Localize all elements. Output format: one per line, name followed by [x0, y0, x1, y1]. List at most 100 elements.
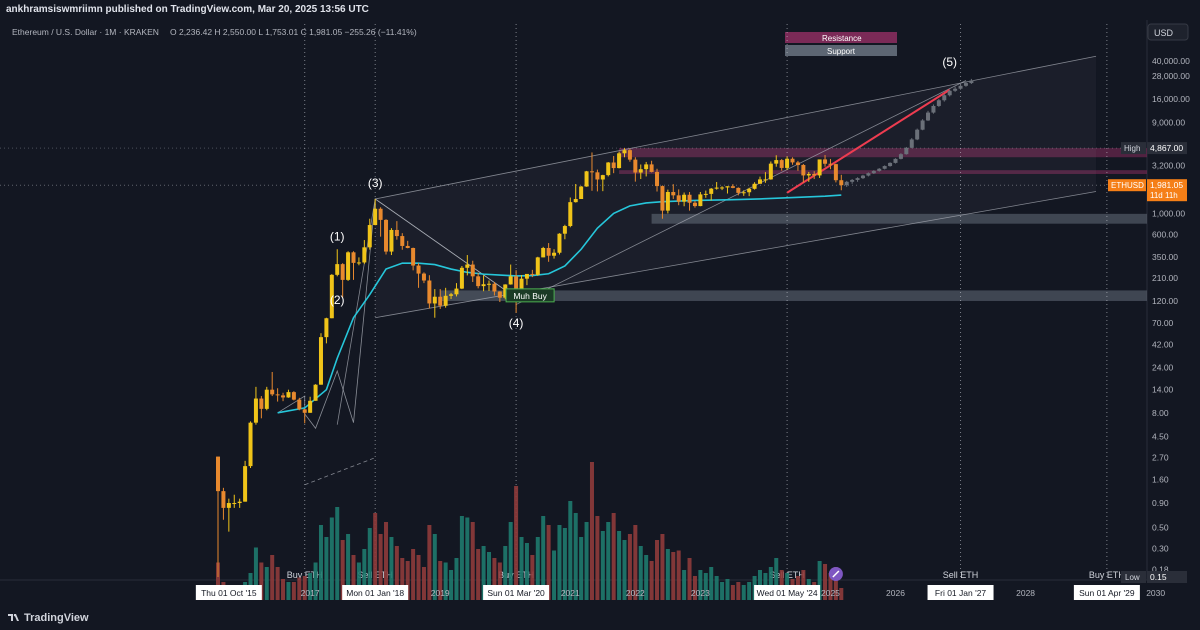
- candle: [692, 201, 697, 208]
- candle: [427, 275, 432, 309]
- projection-candle: [931, 104, 936, 114]
- x-date-label: Mon 01 Jan '18: [346, 588, 404, 598]
- candle: [562, 224, 567, 240]
- volume-bar: [671, 552, 676, 600]
- volume-bar: [817, 561, 822, 600]
- candle-body: [768, 163, 773, 180]
- projection-candle: [936, 98, 941, 107]
- vertical-line-label: Sell ETH: [943, 570, 979, 580]
- volume-bar: [346, 534, 351, 600]
- volume-bar: [720, 582, 725, 600]
- volume-bar: [275, 567, 280, 600]
- candle-body: [698, 194, 703, 207]
- muh-buy-label: Muh Buy: [505, 288, 555, 303]
- volume-bar: [747, 582, 752, 600]
- candle-body: [725, 186, 730, 188]
- y-tick-label: 600.00: [1152, 230, 1178, 240]
- candle-body: [839, 180, 844, 186]
- candle-body: [562, 226, 567, 234]
- candle: [226, 498, 231, 532]
- candle: [302, 408, 307, 424]
- candle-body: [535, 257, 540, 275]
- candle: [622, 148, 627, 158]
- volume-bar: [351, 555, 356, 600]
- price-chart[interactable]: Ethereum / U.S. Dollar · 1M · KRAKEN O 2,…: [0, 20, 1200, 605]
- volume-bar: [432, 534, 437, 600]
- ethusd-tag-label-box: [1108, 179, 1146, 192]
- wave-label: (4): [509, 316, 524, 330]
- candle-body: [259, 398, 264, 409]
- projection-candle: [904, 146, 909, 155]
- y-tick-label: 24.00: [1152, 362, 1174, 372]
- volume-bar: [698, 570, 703, 600]
- candle-body: [318, 337, 323, 385]
- candle-body: [579, 186, 584, 200]
- candle-body: [947, 90, 952, 96]
- candle-body: [714, 187, 719, 189]
- candle: [281, 392, 286, 402]
- volume-bar: [627, 534, 632, 600]
- candle-body: [470, 264, 475, 277]
- candle-body: [394, 229, 399, 237]
- volume-bar: [324, 537, 329, 600]
- candle: [308, 396, 313, 413]
- volume-bar: [660, 534, 665, 600]
- alert-icon[interactable]: [828, 567, 843, 581]
- volume-bar: [481, 546, 486, 600]
- candle-body: [497, 291, 502, 298]
- candle-body: [400, 236, 405, 246]
- legend-symbol: Ethereum / U.S. Dollar · 1M · KRAKEN: [12, 27, 159, 37]
- volume-bar: [562, 528, 567, 600]
- candle: [790, 157, 795, 165]
- volume-bar: [487, 552, 491, 600]
- candle: [373, 198, 378, 226]
- zone-resistance: [619, 170, 1147, 174]
- ethusd-tag-value-box: [1147, 179, 1187, 202]
- x-tick-label: 2021: [561, 588, 580, 598]
- candle-body: [329, 274, 334, 319]
- candle-body: [676, 195, 681, 202]
- x-tick-label: 2022: [626, 588, 645, 598]
- candle-body: [833, 164, 838, 181]
- candle: [291, 391, 296, 401]
- candle-body: [844, 181, 849, 186]
- candle-body: [806, 173, 811, 176]
- volume-bar: [459, 516, 464, 600]
- volume-bar: [394, 546, 399, 600]
- tradingview-brand[interactable]: TradingView: [8, 611, 89, 624]
- volume-bar: [611, 513, 616, 600]
- volume-bar: [384, 522, 389, 600]
- candle-body: [855, 178, 860, 180]
- high-tag-label-box: [1121, 142, 1146, 155]
- candle-body: [617, 153, 622, 169]
- candle-body: [958, 85, 963, 89]
- chart-legend: Ethereum / U.S. Dollar · 1M · KRAKEN O 2,…: [12, 27, 417, 37]
- volume-bar: [470, 522, 475, 600]
- volume-bar: [476, 549, 481, 600]
- candle-body: [373, 208, 378, 226]
- candle-body: [340, 264, 345, 280]
- candle: [335, 249, 340, 277]
- currency-button[interactable]: USD: [1147, 23, 1189, 41]
- y-tick-label: 3,200.00: [1152, 160, 1185, 170]
- ethusd-tag-label: ETHUSD: [1111, 181, 1144, 190]
- chart-background: [0, 20, 1200, 605]
- volume-bar: [687, 558, 692, 600]
- candle: [400, 233, 405, 250]
- brand-name: TradingView: [24, 612, 89, 624]
- candle-body: [573, 199, 578, 203]
- tradingview-logo-icon: [8, 614, 19, 621]
- volume-bar: [649, 561, 654, 600]
- volume-bar: [416, 555, 421, 600]
- volume-bar: [568, 501, 573, 600]
- trendline-lower-channel: [375, 191, 1097, 319]
- volume-bar: [606, 522, 611, 600]
- candle-body: [248, 422, 253, 467]
- candle: [253, 386, 258, 425]
- candle: [394, 221, 399, 240]
- resistance-legend-box: [785, 32, 897, 43]
- candle-body: [264, 389, 269, 409]
- x-date-label: Thu 01 Oct '15: [201, 588, 257, 598]
- x-tick-label: 2025: [821, 588, 840, 598]
